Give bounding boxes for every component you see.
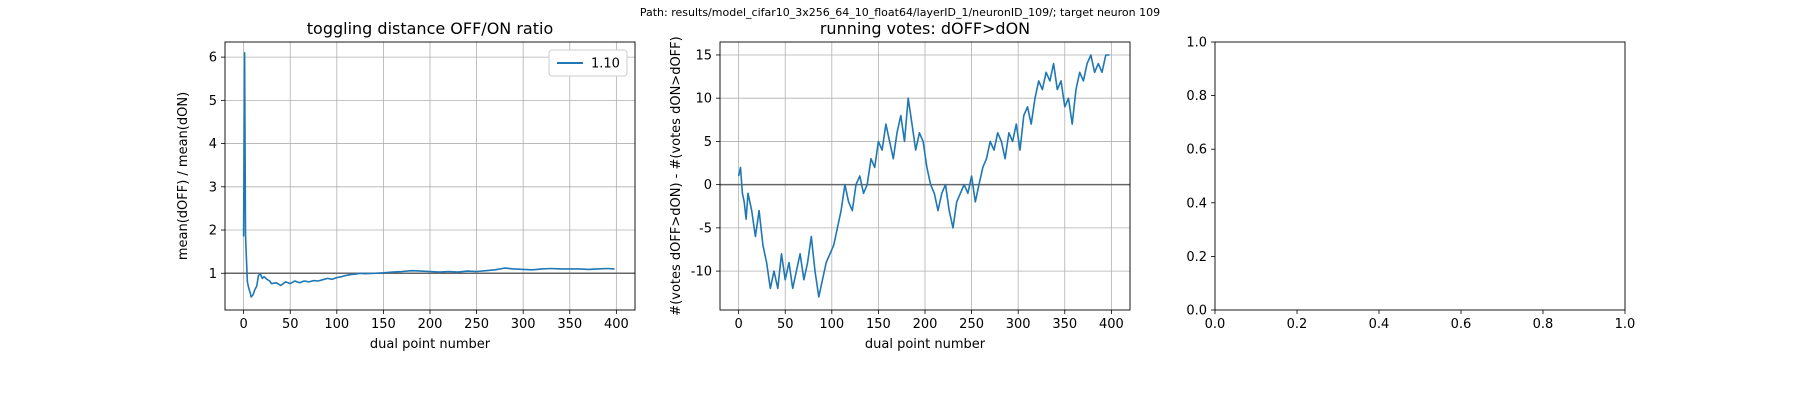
x-tick-label: 400 [604,317,629,332]
x-tick-label: 0.4 [1369,317,1390,332]
x-axis-label: dual point number [865,337,986,352]
y-axis-label: #(votes dOFF>dON) - #(votes dON>dOFF) [669,36,684,315]
x-tick-label: 50 [777,317,794,332]
y-tick-label: -10 [691,265,712,280]
x-tick-label: 1.0 [1615,317,1636,332]
x-tick-label: 300 [511,317,536,332]
x-tick-label: 0 [734,317,742,332]
y-tick-label: 1 [209,267,217,282]
x-tick-label: 250 [959,317,984,332]
y-tick-label: 4 [209,137,217,152]
y-tick-label: 0 [704,178,712,193]
x-tick-label: 200 [913,317,938,332]
y-tick-label: 3 [209,180,217,195]
chart-title: toggling distance OFF/ON ratio [307,19,553,38]
y-axis-label: mean(dOFF) / mean(dON) [176,92,191,260]
axes-frame [1214,41,1626,311]
x-tick-label: 350 [1052,317,1077,332]
x-tick-label: 0.0 [1205,317,1226,332]
legend: 1.10 [548,49,628,77]
legend-label: 1.10 [591,57,620,72]
y-tick-label: 0.0 [1186,304,1207,319]
x-tick-label: 300 [1006,317,1031,332]
y-tick-label: -5 [699,221,712,236]
x-tick-label: 0 [239,317,247,332]
x-tick-label: 150 [866,317,891,332]
series-line-1 [737,54,1110,298]
x-tick-label: 50 [282,317,299,332]
chart-title: running votes: dOFF>dON [820,19,1030,38]
x-tick-label: 400 [1099,317,1124,332]
y-tick-label: 0.6 [1186,143,1207,158]
y-tick-label: 2 [209,224,217,239]
x-tick-label: 0.6 [1451,317,1472,332]
y-tick-label: 0.2 [1186,250,1207,265]
y-tick-label: 5 [704,135,712,150]
x-tick-label: 100 [324,317,349,332]
series-line-1 [242,51,615,298]
subplot-1: 0 50 100 150 200 250 300 350 400 1 2 3 4 5 6 toggling d… [176,19,636,352]
subplot-2: 0 50 100 150 200 250 300 350 400 -10 -5 0 5 10 15 runni… [669,19,1131,352]
legend-box [548,49,628,77]
x-tick-label: 350 [557,317,582,332]
x-tick-label: 150 [371,317,396,332]
y-tick-label: 15 [695,48,712,63]
x-tick-label: 250 [464,317,489,332]
y-tick-label: 0.4 [1186,196,1207,211]
subplot-3: 0.0 0.2 0.4 0.6 0.8 1.0 0.0 0.2 0.4 0.6 0.8 1.0 [1186,36,1635,333]
x-tick-label: 0.2 [1287,317,1308,332]
figure-suptitle: Path: results/model_cifar10_3x256_64_10_… [639,6,1161,19]
x-tick-label: 200 [418,317,443,332]
x-tick-label: 0.8 [1533,317,1554,332]
x-tick-label: 100 [819,317,844,332]
y-tick-label: 1.0 [1186,36,1207,51]
y-tick-label: 6 [209,51,217,66]
y-tick-label: 5 [209,94,217,109]
x-axis-label: dual point number [370,337,491,352]
y-tick-label: 10 [695,92,712,107]
y-tick-label: 0.8 [1186,89,1207,104]
